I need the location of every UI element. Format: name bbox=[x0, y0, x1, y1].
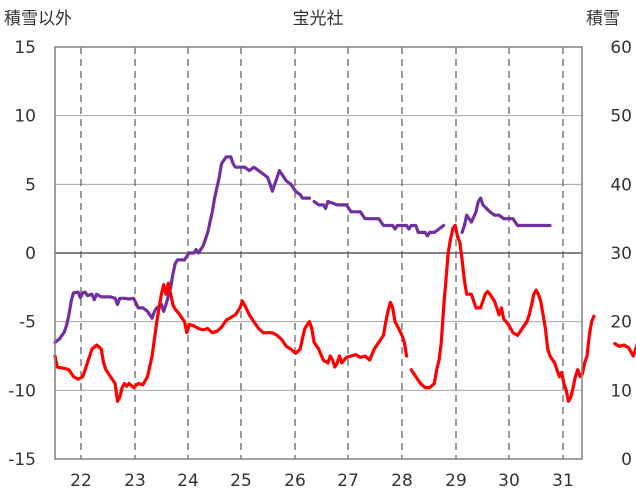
y-right-tick-label: 10 bbox=[610, 381, 632, 401]
y-left-tick-label: -15 bbox=[8, 450, 36, 470]
right-axis-title: 積雪 bbox=[586, 9, 620, 29]
y-left-tick-label: -5 bbox=[19, 313, 36, 333]
x-tick-label: 24 bbox=[177, 471, 199, 491]
y-left-tick-label: 15 bbox=[14, 38, 36, 58]
snow-depth-line-segment-1 bbox=[53, 155, 311, 344]
y-right-tick-label: 20 bbox=[610, 313, 632, 333]
y-left-tick-label: 0 bbox=[25, 244, 36, 264]
y-right-tick-label: 30 bbox=[610, 244, 632, 264]
other-series-line-segment-2 bbox=[409, 223, 596, 403]
grid bbox=[55, 46, 582, 460]
x-tick-label: 29 bbox=[445, 471, 467, 491]
y-right-tick-label: 0 bbox=[621, 450, 632, 470]
x-tick-label: 31 bbox=[552, 471, 574, 491]
y-right-tick-label: 60 bbox=[610, 38, 632, 58]
chart-title: 宝光社 bbox=[293, 9, 344, 29]
other-series-line-segment-3 bbox=[613, 342, 636, 358]
x-tick-label: 28 bbox=[391, 471, 413, 491]
y-left-tick-label: 5 bbox=[25, 175, 36, 195]
y-right-tick-label: 40 bbox=[610, 175, 632, 195]
y-right-tick-label: 50 bbox=[610, 107, 632, 127]
other-series-line-segment-1 bbox=[53, 281, 409, 403]
x-tick-label: 22 bbox=[70, 471, 92, 491]
snow-depth-line-segment-2 bbox=[312, 199, 446, 238]
x-tick-label: 25 bbox=[230, 471, 252, 491]
x-tick-label: 26 bbox=[284, 471, 306, 491]
x-tick-label: 27 bbox=[337, 471, 359, 491]
series-layer bbox=[53, 155, 636, 403]
x-tick-label: 23 bbox=[124, 471, 146, 491]
plot-frame bbox=[54, 46, 583, 460]
snow-depth-line-segment-3 bbox=[460, 196, 552, 234]
left-axis-title: 積雪以外 bbox=[4, 9, 72, 29]
x-tick-label: 30 bbox=[498, 471, 520, 491]
y-left-tick-label: 10 bbox=[14, 107, 36, 127]
y-left-tick-label: -10 bbox=[8, 381, 36, 401]
